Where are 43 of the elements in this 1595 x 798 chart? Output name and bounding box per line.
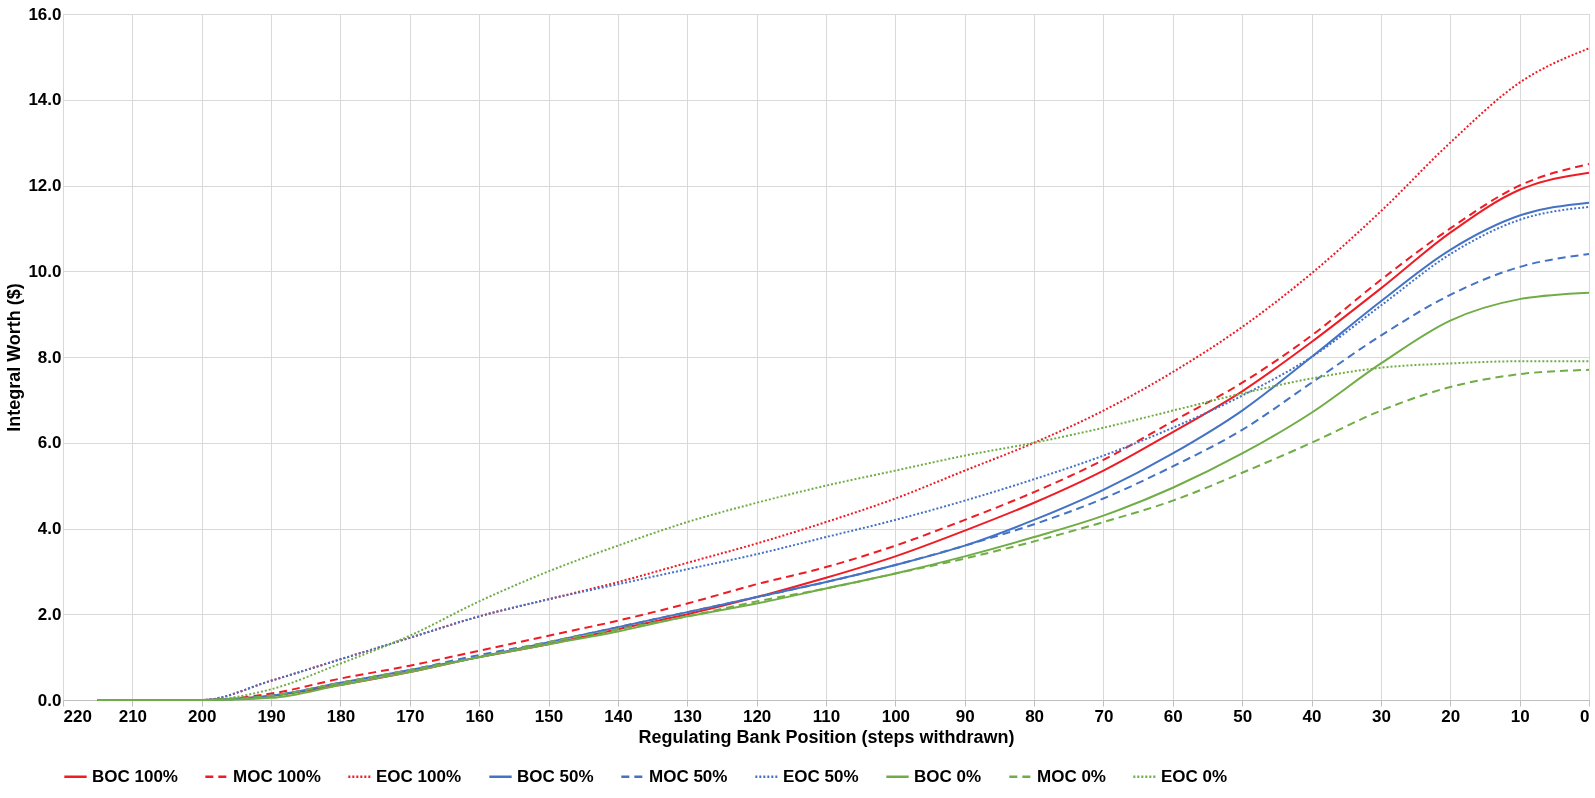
x-tick-label: 220 [63,706,92,726]
x-axis-title: Regulating Bank Position (steps withdrawn) [638,726,1015,747]
y-tick-label: 14.0 [28,90,62,110]
x-tick-label: 150 [534,706,564,726]
legend-label: EOC 100% [376,766,462,786]
legend-label: BOC 50% [517,766,594,786]
legend-label: MOC 0% [1037,766,1106,786]
x-tick-label: 90 [955,706,975,726]
y-tick-label: 10.0 [28,261,62,281]
x-tick-label: 120 [742,706,772,726]
x-tick-label: 130 [673,706,702,726]
x-tick-label: 10 [1510,706,1530,726]
y-tick-label: 16.0 [28,4,62,24]
legend-label: BOC 100% [92,766,178,786]
x-tick-label: 170 [396,706,425,726]
x-tick-label: 30 [1371,706,1391,726]
y-tick-label: 12.0 [28,176,62,195]
y-tick-label: 0.0 [37,690,62,710]
legend-label: MOC 100% [233,766,321,786]
x-tick-label: 40 [1302,706,1322,726]
y-tick-label: 4.0 [37,519,62,538]
legend-label: BOC 0% [914,766,982,786]
legend-label: MOC 50% [649,766,728,786]
x-tick-label: 210 [118,706,148,726]
x-tick-label: 190 [257,706,286,726]
x-tick-label: 180 [326,706,356,726]
x-tick-label: 110 [812,706,841,726]
x-tick-label: 100 [881,706,911,726]
x-tick-label: 0 [1580,706,1590,726]
x-tick-label: 80 [1025,706,1045,726]
y-tick-label: 8.0 [37,347,62,367]
y-axis-title: Integral Worth ($) [4,283,25,432]
y-tick-label: 2.0 [37,604,62,624]
x-tick-label: 160 [465,706,494,726]
y-tick-label: 6.0 [37,433,62,453]
x-tick-label: 20 [1441,706,1461,726]
legend-label: EOC 0% [1161,766,1228,786]
x-tick-label: 70 [1094,706,1114,726]
x-tick-label: 60 [1163,706,1183,726]
x-tick-label: 200 [188,706,217,726]
x-tick-label: 140 [604,706,633,726]
x-tick-label: 50 [1233,706,1253,726]
legend-label: EOC 50% [783,766,859,786]
